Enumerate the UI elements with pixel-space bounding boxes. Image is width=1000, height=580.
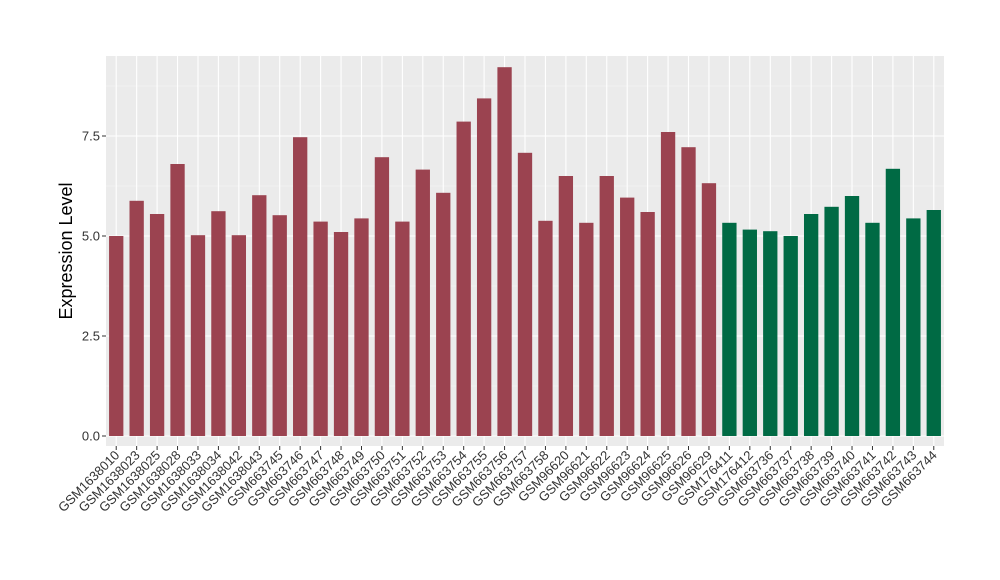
bar — [783, 236, 798, 436]
bar — [497, 67, 512, 436]
bar — [333, 232, 349, 436]
bar — [865, 222, 880, 436]
bar — [190, 235, 206, 436]
bar — [681, 147, 696, 436]
y-tick-label: 7.5 — [82, 129, 100, 144]
bar — [272, 215, 287, 436]
bar — [415, 169, 430, 436]
bar — [640, 212, 655, 436]
bar — [538, 220, 553, 436]
bar — [722, 222, 737, 436]
bar — [149, 214, 165, 436]
bars — [109, 67, 941, 437]
bar — [885, 168, 901, 437]
y-tick-label: 2.5 — [82, 329, 100, 344]
bar — [252, 195, 267, 436]
bar — [211, 211, 226, 436]
bar — [558, 176, 574, 436]
bar — [803, 214, 819, 436]
bar — [742, 229, 757, 436]
bar — [701, 183, 717, 436]
x-axis: GSM1638010GSM1638023GSM1638025GSM1638028… — [55, 446, 940, 515]
bar — [620, 197, 635, 436]
bar — [170, 164, 185, 436]
bar — [599, 176, 614, 436]
y-axis-title: Expression Level — [56, 182, 76, 319]
bar — [293, 137, 308, 436]
bar — [395, 221, 410, 436]
bar — [926, 210, 941, 436]
bar — [763, 231, 778, 436]
bar — [436, 192, 451, 436]
bar — [109, 236, 124, 436]
bar — [476, 98, 492, 437]
bar — [374, 157, 390, 436]
y-tick-label: 0.0 — [82, 429, 100, 444]
bar — [129, 200, 144, 436]
bar — [579, 222, 594, 436]
bar — [906, 218, 921, 436]
bar — [354, 218, 369, 436]
y-tick-label: 5.0 — [82, 229, 100, 244]
bar — [313, 221, 328, 436]
bar — [231, 235, 247, 436]
bar — [660, 132, 676, 436]
bar — [456, 121, 471, 436]
bar — [824, 206, 839, 436]
bar — [517, 152, 533, 437]
y-axis: 0.0 2.5 5.0 7.5 — [82, 129, 106, 444]
bar — [844, 196, 860, 436]
